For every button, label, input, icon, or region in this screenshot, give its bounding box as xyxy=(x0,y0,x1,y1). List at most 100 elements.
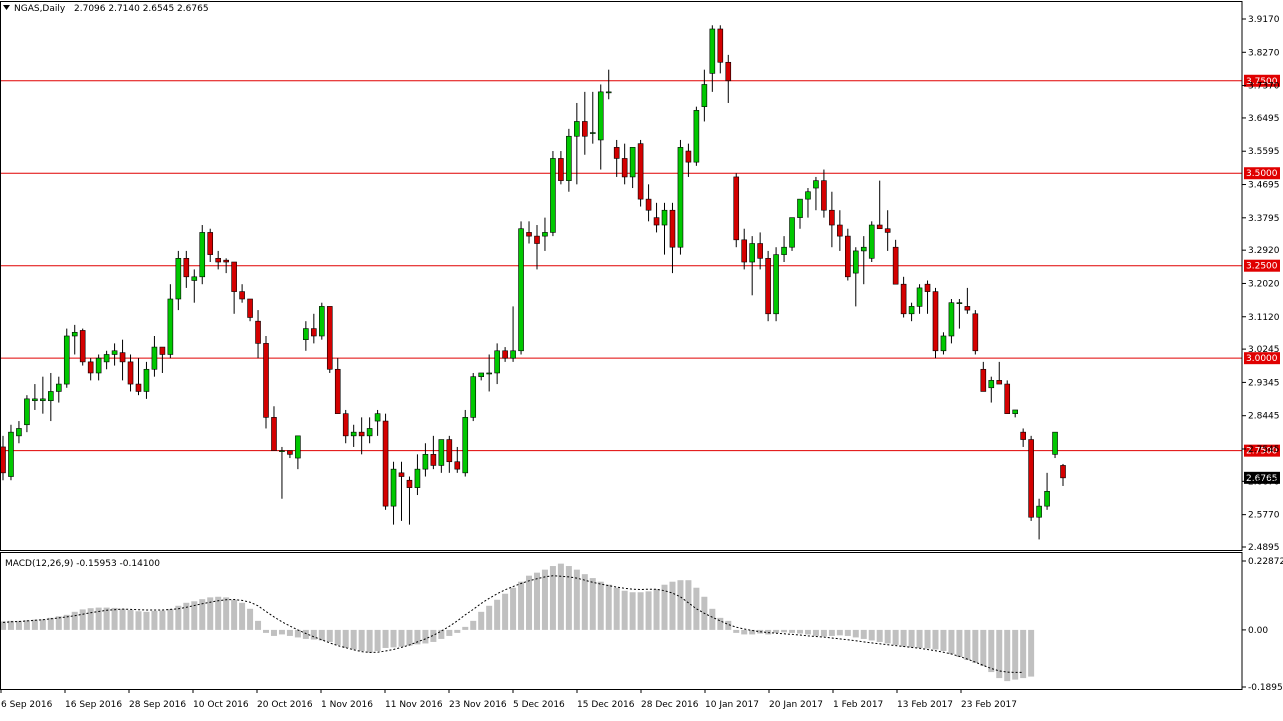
macd-histogram-bar xyxy=(446,629,453,636)
x-tick-label: 1 Feb 2017 xyxy=(833,700,883,710)
x-tick-label: 13 Feb 2017 xyxy=(897,700,953,710)
macd-histogram-bar xyxy=(645,591,652,630)
macd-histogram-bar xyxy=(533,572,540,630)
macd-histogram-bar xyxy=(884,629,891,644)
level-tag-label: 3.7500 xyxy=(1246,77,1278,87)
candle-body xyxy=(1044,491,1050,507)
candle-body xyxy=(940,335,947,352)
candle-body xyxy=(741,239,748,263)
macd-histogram-bar xyxy=(996,629,1003,679)
macd-histogram-bar xyxy=(836,629,843,636)
candle-body xyxy=(271,417,277,451)
symbol-label: NGAS,Daily xyxy=(14,4,66,14)
candle-body xyxy=(813,180,819,189)
candle-body xyxy=(111,350,118,355)
candle-body xyxy=(948,302,955,337)
candle-body xyxy=(406,479,413,488)
macd-histogram-bar xyxy=(278,629,285,635)
candle-body xyxy=(613,147,620,159)
macd-histogram-bar xyxy=(940,629,947,651)
macd-histogram-bar xyxy=(956,629,963,658)
macd-histogram-bar xyxy=(709,608,716,630)
candle-body xyxy=(255,320,261,344)
candle-body xyxy=(884,228,891,233)
x-tick-label: 10 Oct 2016 xyxy=(193,700,249,710)
candle-body xyxy=(334,368,341,414)
price-pane-frame xyxy=(0,1,1243,551)
macd-histogram-bar xyxy=(789,629,796,633)
candle-body xyxy=(374,413,381,422)
candle-body xyxy=(398,472,405,477)
macd-histogram-bar xyxy=(390,629,397,648)
y-tick-label: 3.2920 xyxy=(1248,246,1280,256)
candle-body xyxy=(701,84,708,107)
candle-body xyxy=(956,302,963,304)
macd-histogram-bar xyxy=(366,629,373,653)
macd-histogram-bar xyxy=(119,608,126,630)
macd-histogram-bar xyxy=(693,587,700,630)
candle-body xyxy=(0,446,6,474)
y-tick-label: 3.1120 xyxy=(1248,313,1280,323)
macd-histogram-bar xyxy=(988,629,995,673)
level-tag-label: 3.5000 xyxy=(1246,169,1278,179)
macd-histogram-bar xyxy=(239,602,246,630)
macd-histogram-bar xyxy=(103,607,110,630)
candle-body xyxy=(510,350,516,359)
macd-histogram-bar xyxy=(518,581,525,630)
candle-body xyxy=(1060,465,1066,479)
last-price-label: 2.6765 xyxy=(1246,474,1278,484)
macd-histogram-bar xyxy=(143,611,150,630)
level-tag-label: 3.0000 xyxy=(1246,354,1278,364)
candle-body xyxy=(414,468,421,488)
macd-histogram-bar xyxy=(1020,629,1027,679)
candle-body xyxy=(677,147,684,248)
macd-histogram-bar xyxy=(541,569,548,630)
candle-body xyxy=(311,328,317,337)
macd-histogram-bar xyxy=(613,587,620,630)
macd-histogram-bar xyxy=(478,611,485,630)
macd-histogram-bar xyxy=(629,592,636,630)
candle-body xyxy=(24,398,30,426)
macd-pane-frame xyxy=(0,552,1243,690)
y-tick-label: 3.2020 xyxy=(1248,279,1280,289)
candle-body xyxy=(749,243,755,263)
candle-body xyxy=(629,147,636,178)
macd-histogram-bar xyxy=(71,611,78,630)
candle-body xyxy=(900,283,907,315)
macd-histogram-bar xyxy=(972,629,979,664)
candle-body xyxy=(430,454,437,466)
macd-histogram-bar xyxy=(111,607,118,630)
macd-histogram-bar xyxy=(294,629,301,638)
x-tick-label: 5 Dec 2016 xyxy=(513,700,565,710)
candle-body xyxy=(71,331,78,337)
macd-histogram-bar xyxy=(438,629,445,639)
candle-body xyxy=(454,461,461,470)
x-tick-label: 28 Sep 2016 xyxy=(129,700,186,710)
candle-body xyxy=(781,246,787,255)
candle-body xyxy=(805,191,811,200)
macd-histogram-bar xyxy=(908,629,915,648)
macd-histogram-bar xyxy=(326,629,333,642)
y-tick-label: 3.0245 xyxy=(1248,345,1280,355)
x-tick-label: 16 Sep 2016 xyxy=(65,700,122,710)
macd-histogram-bar xyxy=(398,629,405,647)
candle-body xyxy=(263,343,269,418)
candle-body xyxy=(358,431,365,437)
candle-body xyxy=(645,198,652,211)
candle-body xyxy=(589,132,596,134)
y-tick-label: 3.9170 xyxy=(1248,15,1280,25)
macd-histogram-bar xyxy=(685,580,692,630)
macd-histogram-bar xyxy=(549,566,556,630)
macd-histogram-bar xyxy=(653,589,660,630)
candle-body xyxy=(725,61,732,82)
candle-body xyxy=(295,435,301,459)
macd-histogram-bar xyxy=(605,584,612,630)
macd-histogram-bar xyxy=(557,563,564,630)
macd-y-tick-label: 0.22872 xyxy=(1248,557,1283,567)
macd-histogram-bar xyxy=(494,599,501,630)
macd-histogram-bar xyxy=(964,629,971,661)
macd-histogram-bar xyxy=(677,580,684,630)
macd-histogram-bar xyxy=(733,629,740,633)
ohlc-readout: 2.7096 2.7140 2.6545 2.6765 xyxy=(74,4,209,14)
candle-body xyxy=(924,283,931,292)
